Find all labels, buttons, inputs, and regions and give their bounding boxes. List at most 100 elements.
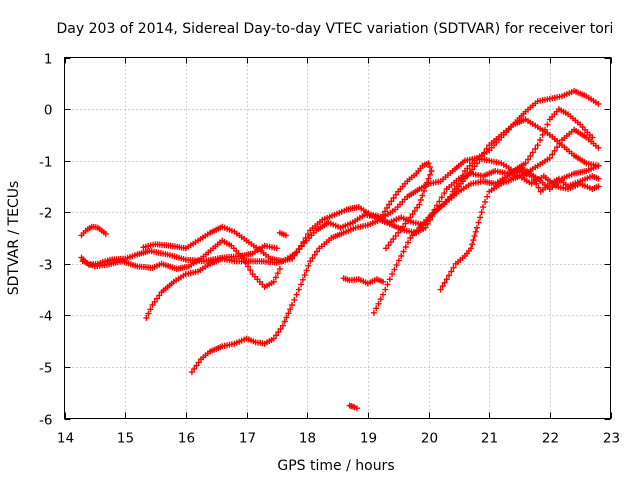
chart-title: Day 203 of 2014, Sidereal Day-to-day VTE… [57,21,614,37]
data-point [393,262,400,269]
data-point [143,314,150,321]
data-point [532,145,539,152]
series-track-c [79,237,283,290]
data-point [480,204,487,211]
y-tick-label: 1 [44,52,53,68]
series-track-a [78,223,109,239]
data-point [392,232,399,239]
data-point [529,149,536,156]
y-tick-label: 0 [44,103,53,119]
data-point [428,168,435,174]
data-point [289,302,295,308]
data-point [388,198,395,205]
data-point [391,266,398,273]
data-point [270,335,277,342]
data-point [459,172,466,179]
data-point [392,191,399,198]
data-point [483,145,490,152]
data-point [551,147,558,154]
data-point [539,131,546,138]
data-point [382,208,388,215]
data-point [419,192,426,199]
y-tick-label: -6 [39,413,52,429]
data-point [380,211,386,218]
data-point [304,231,311,238]
data-point [314,248,320,255]
x-tick-label: 19 [360,431,377,447]
data-point [386,201,393,208]
y-tick-labels: 1 0 -1 -2 -3 -4 -5 -6 [39,52,52,429]
series-track-o [504,170,602,192]
data-point [309,255,316,261]
data-point [595,162,602,169]
data-point [307,258,314,265]
data-point [191,365,198,372]
data-point [525,156,531,163]
y-tick-label: -2 [39,206,52,222]
data-point [411,207,418,214]
data-point [386,276,393,283]
y-tick-label: -4 [39,309,52,325]
data-point [595,175,602,182]
data-point [291,296,298,303]
data-point [471,232,478,239]
x-tick-label: 15 [117,431,134,447]
x-tick-label: 23 [603,431,620,447]
data-point [303,267,310,274]
data-point [193,362,200,369]
data-point [409,211,416,218]
data-point [285,310,292,317]
data-point [407,214,414,221]
data-point [270,278,277,285]
x-tick-label: 21 [481,431,498,447]
data-point [373,305,380,312]
data-point [477,214,484,221]
data-point [389,271,396,278]
data-point [287,306,294,313]
data-point [405,239,411,246]
data-point [448,268,455,275]
data-point [275,329,282,336]
data-point [387,239,394,246]
data-point [390,195,397,201]
data-point [466,169,473,176]
data-point [400,248,407,255]
data-point [380,291,386,298]
data-point [245,263,251,270]
data-point [441,190,448,197]
data-point [457,176,464,183]
data-point [383,245,389,252]
data-point [195,359,202,366]
data-point [283,314,290,321]
data-point [422,224,429,231]
series-track-k [370,116,602,316]
x-axis-label: GPS time / hours [277,458,394,474]
x-tick-label: 20 [421,431,438,447]
data-point [295,286,302,293]
data-point [422,183,429,190]
data-point [537,137,544,143]
data-points-layer [78,88,602,412]
data-point [398,253,405,259]
data-point [441,279,448,286]
data-point [404,217,411,224]
data-point [384,204,390,211]
data-point [417,197,424,203]
data-point [475,219,482,226]
data-point [188,369,195,376]
data-point [535,184,542,191]
data-point [380,278,386,285]
data-point [377,296,384,303]
data-point [279,322,286,329]
data-point [421,187,427,194]
data-point [468,245,474,252]
data-point [298,281,305,288]
data-point [595,183,602,190]
data-point [427,164,433,171]
data-point [301,272,308,279]
data-point [300,238,307,245]
data-point [247,267,254,274]
data-point [395,229,402,236]
data-point [151,298,158,305]
data-point [544,121,551,128]
